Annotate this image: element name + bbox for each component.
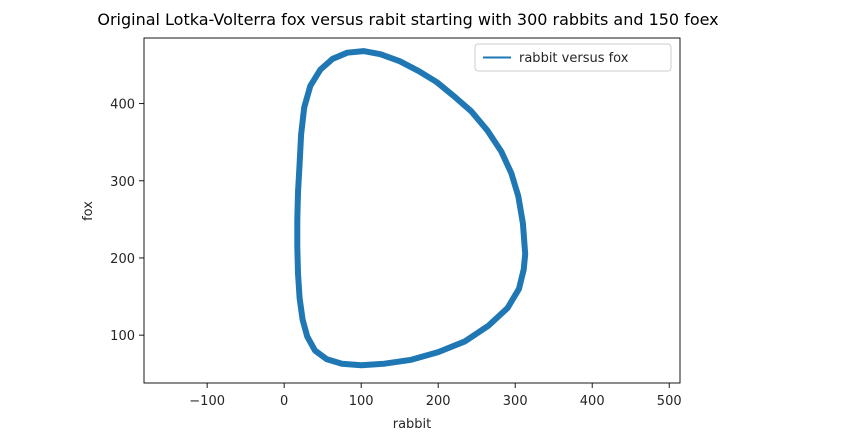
plot-frame [143, 37, 681, 384]
x-tick-label: 0 [280, 394, 288, 409]
y-tick-label: 200 [110, 252, 135, 267]
x-tick-label: 500 [657, 394, 682, 409]
y-axis: 100 200 300 400 [110, 98, 144, 344]
x-axis-label: rabbit [393, 417, 432, 432]
x-tick-label: 300 [503, 394, 528, 409]
legend-label: rabbit versus fox [519, 51, 629, 66]
x-tick-label: −100 [189, 394, 225, 409]
series-line-0 [294, 48, 529, 369]
x-tick-label: 400 [580, 394, 605, 409]
x-tick-label: 200 [426, 394, 451, 409]
y-tick-label: 400 [110, 98, 135, 113]
y-tick-label: 100 [110, 329, 135, 344]
legend-box [474, 43, 672, 72]
legend: rabbit versus fox [474, 43, 672, 72]
series-layer [294, 48, 529, 369]
y-axis-label: fox [81, 201, 96, 221]
chart-title: Original Lotka-Volterra fox versus rabit… [97, 10, 718, 29]
y-tick-label: 300 [110, 175, 135, 190]
x-axis: −100 0 100 200 300 400 500 [189, 383, 682, 409]
x-tick-label: 100 [349, 394, 374, 409]
